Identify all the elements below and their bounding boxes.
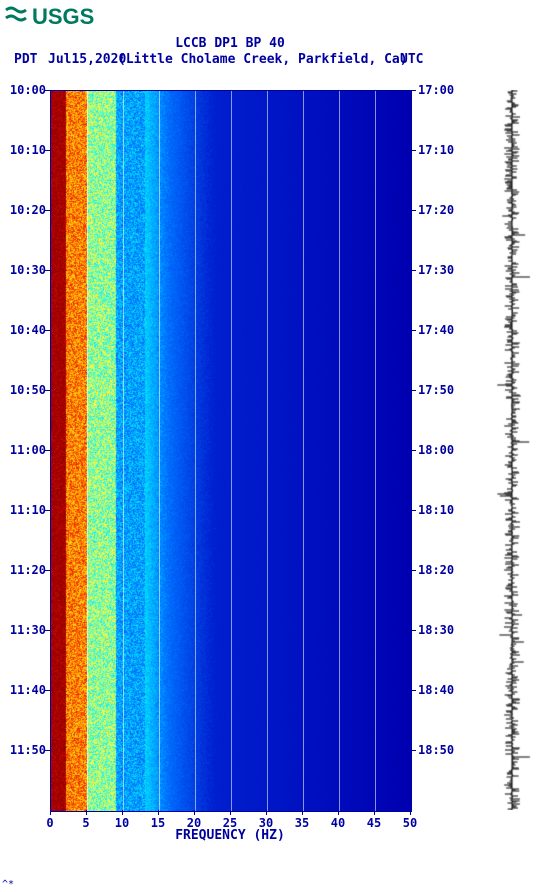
tick-mark bbox=[45, 690, 50, 691]
ytick-right: 18:20 bbox=[418, 563, 454, 577]
ytick-left: 10:20 bbox=[2, 203, 46, 217]
gridline bbox=[267, 91, 268, 811]
tick-mark bbox=[45, 210, 50, 211]
ytick-left: 10:10 bbox=[2, 143, 46, 157]
tz-right-label: UTC bbox=[400, 52, 423, 67]
gridline bbox=[123, 91, 124, 811]
ytick-left: 10:40 bbox=[2, 323, 46, 337]
tick-mark bbox=[411, 750, 416, 751]
gridline bbox=[159, 91, 160, 811]
tick-mark bbox=[45, 450, 50, 451]
ytick-right: 18:00 bbox=[418, 443, 454, 457]
tick-mark bbox=[338, 810, 339, 815]
waveform-canvas bbox=[490, 90, 534, 810]
ytick-right: 18:10 bbox=[418, 503, 454, 517]
gridline bbox=[375, 91, 376, 811]
tick-mark bbox=[411, 690, 416, 691]
ytick-right: 17:40 bbox=[418, 323, 454, 337]
waveform-panel bbox=[490, 90, 534, 810]
tick-mark bbox=[411, 210, 416, 211]
tick-mark bbox=[45, 510, 50, 511]
chart-title: LCCB DP1 BP 40 bbox=[0, 36, 460, 53]
tick-mark bbox=[45, 390, 50, 391]
tick-mark bbox=[411, 570, 416, 571]
ytick-right: 18:30 bbox=[418, 623, 454, 637]
location-label: (Little Cholame Creek, Parkfield, Ca) bbox=[118, 52, 408, 67]
ytick-left: 11:00 bbox=[2, 443, 46, 457]
ytick-left: 11:40 bbox=[2, 683, 46, 697]
ytick-left: 11:50 bbox=[2, 743, 46, 757]
usgs-logo: USGS bbox=[4, 4, 104, 30]
tick-mark bbox=[86, 810, 87, 815]
tick-mark bbox=[45, 630, 50, 631]
tick-mark bbox=[194, 810, 195, 815]
ytick-right: 18:40 bbox=[418, 683, 454, 697]
tick-mark bbox=[410, 810, 411, 815]
ytick-left: 11:10 bbox=[2, 503, 46, 517]
spectrogram-plot bbox=[50, 90, 412, 812]
tick-mark bbox=[411, 90, 416, 91]
ytick-right: 17:30 bbox=[418, 263, 454, 277]
tick-mark bbox=[411, 510, 416, 511]
gridline bbox=[231, 91, 232, 811]
footer-mark: ^* bbox=[2, 879, 14, 890]
ytick-left: 10:30 bbox=[2, 263, 46, 277]
tick-mark bbox=[45, 150, 50, 151]
ytick-right: 17:00 bbox=[418, 83, 454, 97]
gridline bbox=[87, 91, 88, 811]
tick-mark bbox=[411, 630, 416, 631]
tick-mark bbox=[45, 330, 50, 331]
tick-mark bbox=[45, 270, 50, 271]
ytick-left: 11:20 bbox=[2, 563, 46, 577]
ytick-right: 18:50 bbox=[418, 743, 454, 757]
tick-mark bbox=[230, 810, 231, 815]
tick-mark bbox=[122, 810, 123, 815]
tick-mark bbox=[302, 810, 303, 815]
ytick-right: 17:20 bbox=[418, 203, 454, 217]
tick-mark bbox=[374, 810, 375, 815]
date-label: Jul15,2020 bbox=[48, 52, 126, 67]
tick-mark bbox=[45, 570, 50, 571]
ytick-left: 10:00 bbox=[2, 83, 46, 97]
tick-mark bbox=[411, 390, 416, 391]
tz-left-label: PDT bbox=[14, 52, 37, 67]
logo-text: USGS bbox=[32, 4, 94, 29]
tick-mark bbox=[411, 450, 416, 451]
tick-mark bbox=[45, 90, 50, 91]
tick-mark bbox=[411, 150, 416, 151]
tick-mark bbox=[266, 810, 267, 815]
tick-mark bbox=[158, 810, 159, 815]
ytick-right: 17:10 bbox=[418, 143, 454, 157]
gridline bbox=[303, 91, 304, 811]
tick-mark bbox=[50, 810, 51, 815]
ytick-left: 11:30 bbox=[2, 623, 46, 637]
ytick-right: 17:50 bbox=[418, 383, 454, 397]
x-axis-label: FREQUENCY (HZ) bbox=[50, 828, 410, 843]
tick-mark bbox=[45, 750, 50, 751]
gridline bbox=[195, 91, 196, 811]
tick-mark bbox=[411, 330, 416, 331]
gridline bbox=[339, 91, 340, 811]
ytick-left: 10:50 bbox=[2, 383, 46, 397]
tick-mark bbox=[411, 270, 416, 271]
